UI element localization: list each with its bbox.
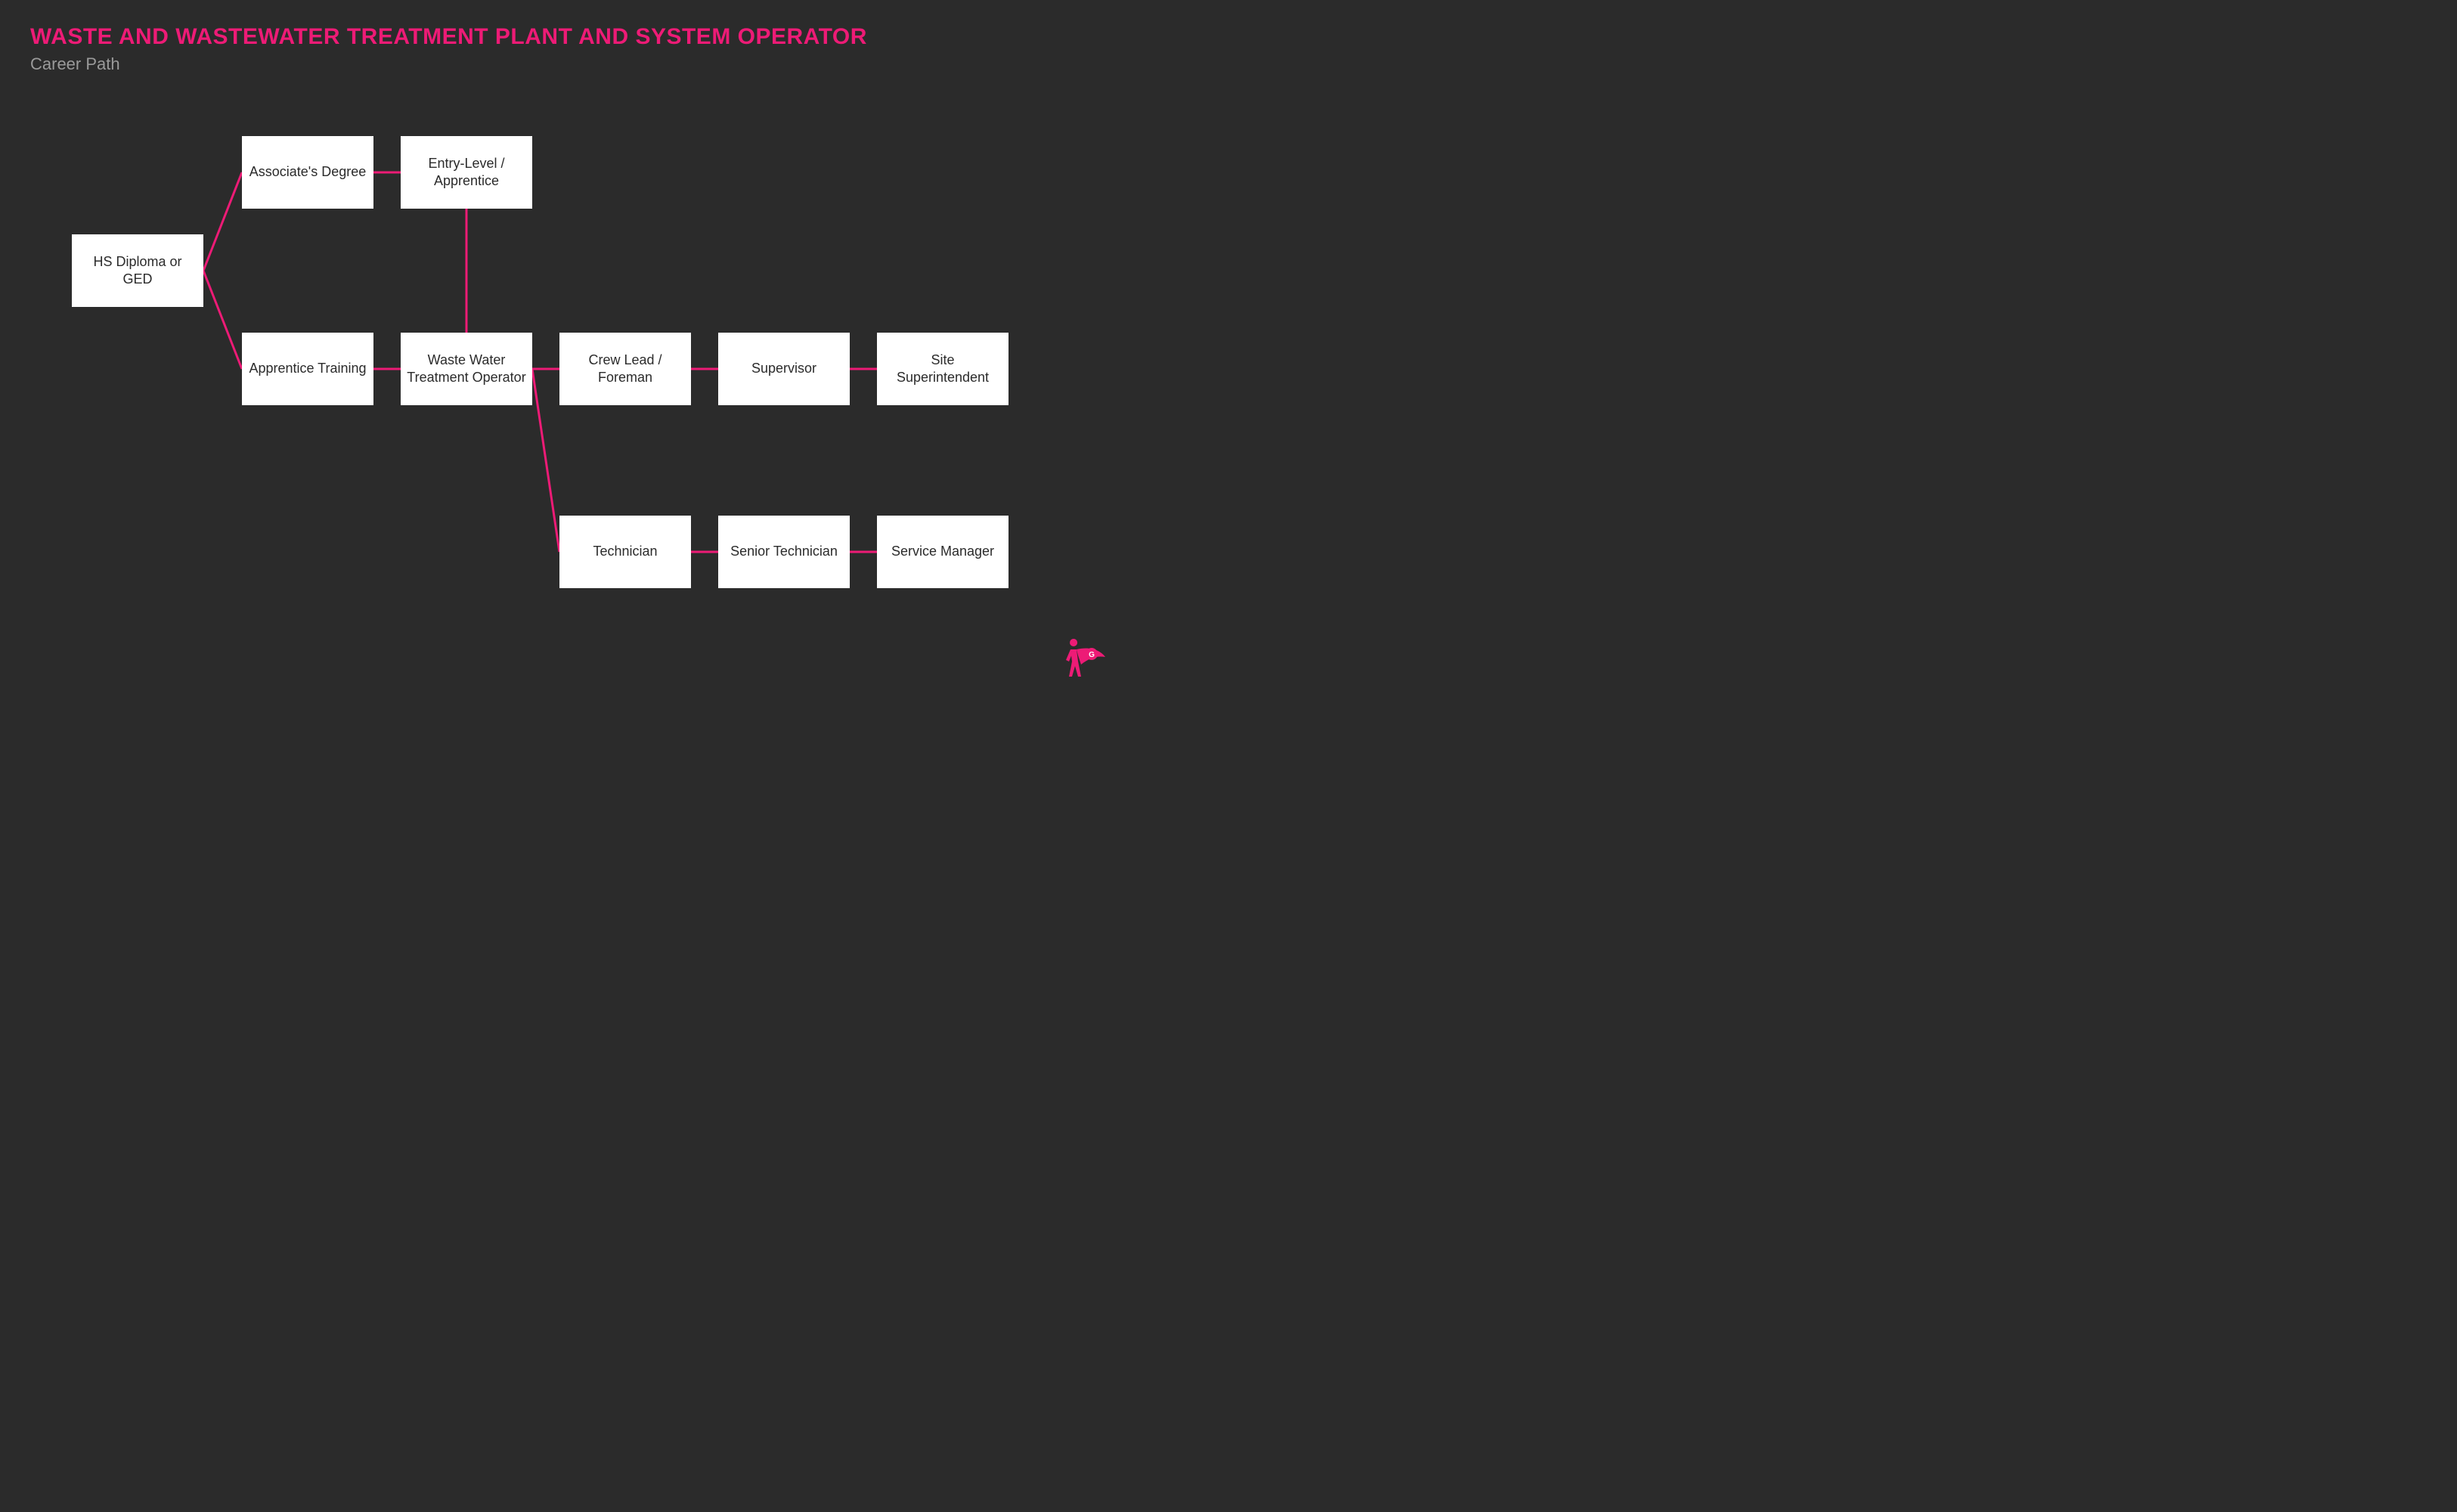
edge-hs-apprentice [203, 271, 242, 369]
node-entry: Entry-Level / Apprentice [401, 136, 532, 209]
node-senior: Senior Technician [718, 516, 850, 588]
page-title: WASTE AND WASTEWATER TREATMENT PLANT AND… [30, 24, 867, 50]
node-assoc: Associate's Degree [242, 136, 373, 209]
diagram-canvas: WASTE AND WASTEWATER TREATMENT PLANT AND… [0, 0, 1134, 698]
node-tech: Technician [559, 516, 691, 588]
edge-hs-assoc [203, 172, 242, 271]
hero-icon: G [1066, 639, 1105, 677]
node-hs: HS Diploma or GED [72, 234, 203, 307]
node-service: Service Manager [877, 516, 1009, 588]
node-supervisor: Supervisor [718, 333, 850, 405]
brand-logo: G [1058, 639, 1111, 688]
edge-operator-tech [532, 369, 559, 552]
page-subtitle: Career Path [30, 54, 120, 74]
node-site: Site Superintendent [877, 333, 1009, 405]
node-operator: Waste Water Treatment Operator [401, 333, 532, 405]
logo-letter: G [1089, 651, 1095, 659]
node-apprentice: Apprentice Training [242, 333, 373, 405]
node-crew: Crew Lead / Foreman [559, 333, 691, 405]
